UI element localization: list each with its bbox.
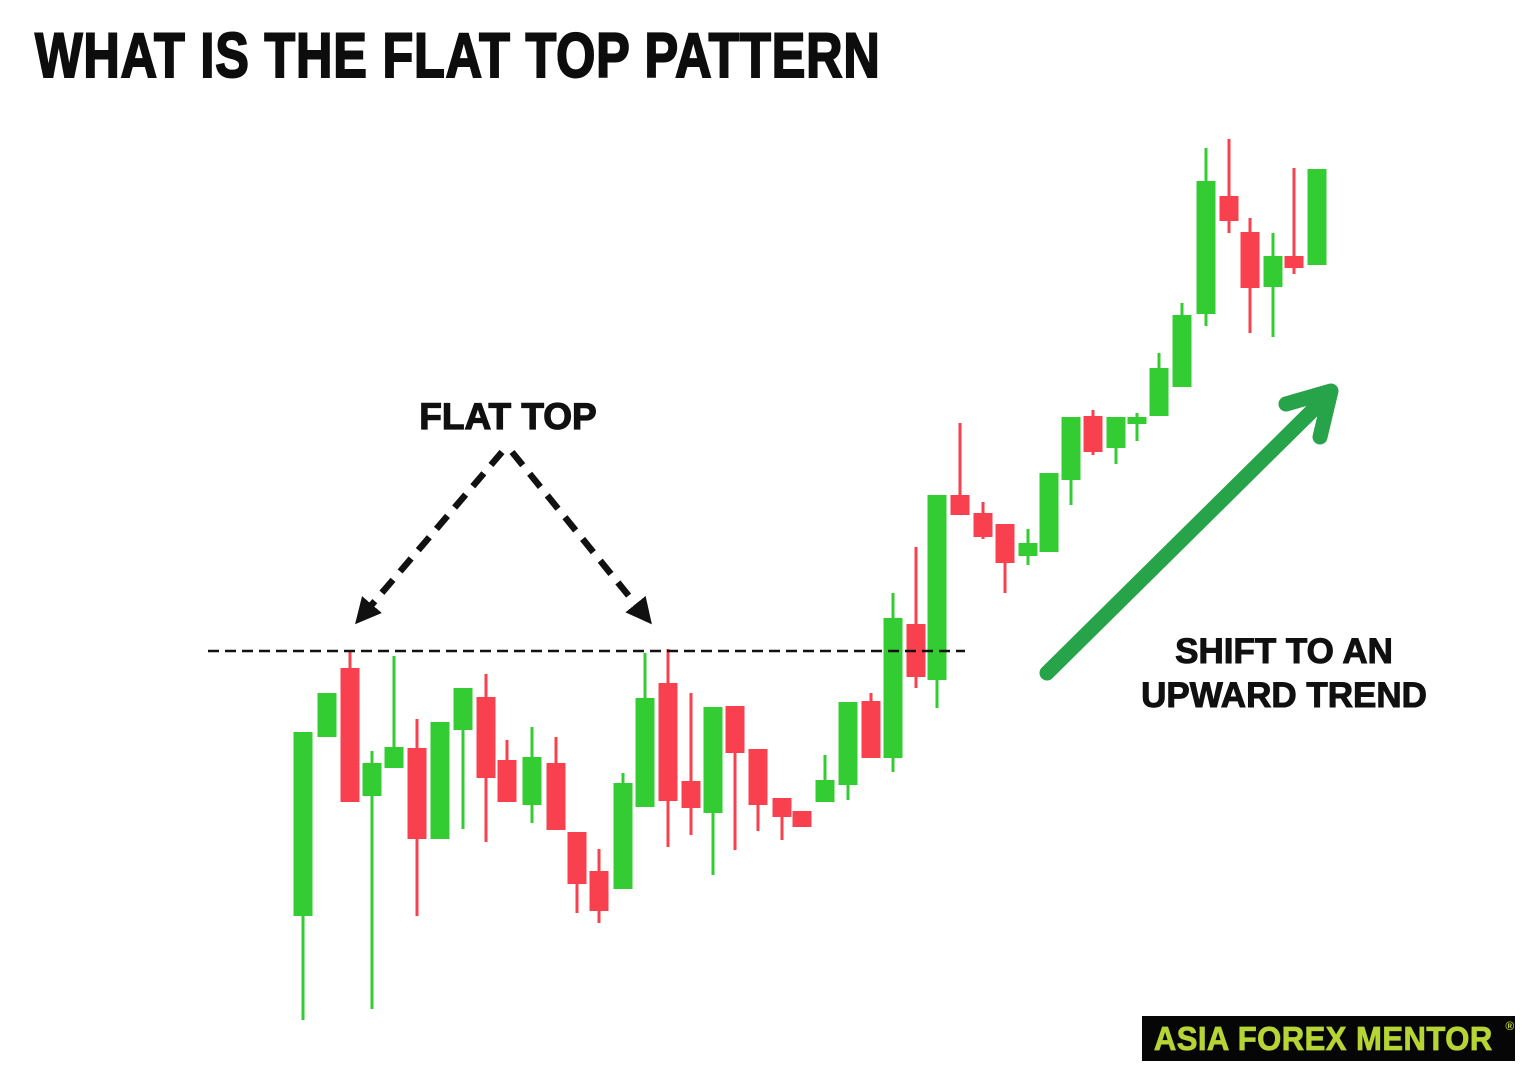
flat-top-pointer-arrows	[354, 449, 653, 625]
flat-top-label: FLAT TOP	[419, 395, 598, 437]
brand-logo-text: ASIA FOREX MENTOR	[1153, 1019, 1493, 1057]
registered-trademark-icon: ®	[1505, 1019, 1515, 1033]
shift-trend-label-line1: SHIFT TO AN	[1175, 631, 1394, 671]
upward-trend-arrow	[1039, 383, 1339, 681]
page-title: WHAT IS THE FLAT TOP PATTERN	[34, 20, 881, 92]
brand-logo: ASIA FOREX MENTOR ®	[1142, 1016, 1515, 1061]
shift-trend-label: SHIFT TO AN UPWARD TREND	[1128, 630, 1440, 718]
shift-trend-label-line2: UPWARD TREND	[1141, 676, 1428, 716]
candles-group	[293, 139, 1327, 1020]
